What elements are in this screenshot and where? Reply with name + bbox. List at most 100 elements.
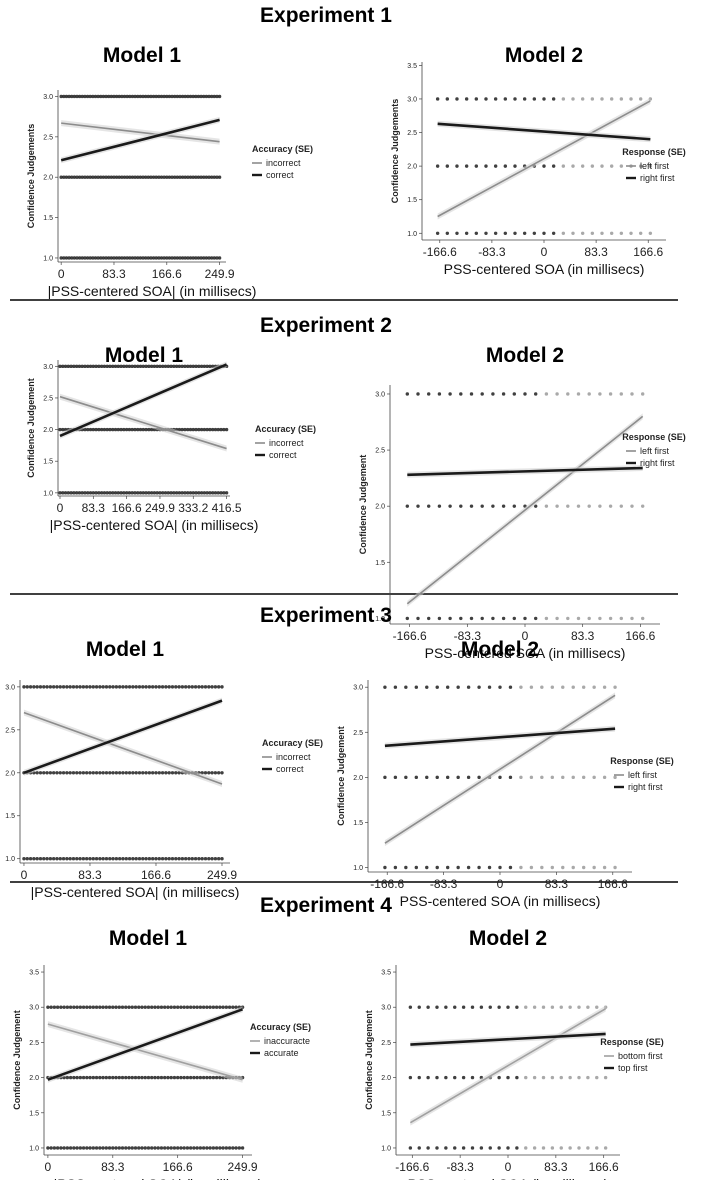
data-point [205,1005,209,1009]
data-point [207,94,211,99]
y-tick-label: 2.5 [43,134,53,141]
data-point [120,1075,125,1080]
data-point [28,685,33,689]
data-point [237,1146,242,1150]
data-point [149,175,153,179]
data-point [166,1005,170,1009]
data-point [136,364,140,369]
data-point [469,504,474,508]
data-point [199,175,203,179]
data-point [188,175,193,179]
data-point [136,256,140,260]
data-point [555,504,559,508]
data-point [540,865,544,870]
y-axis-label: Confidence Judgement [12,1010,22,1110]
y-tick-label: 2.5 [375,448,385,455]
data-point [503,97,508,101]
legend-item-label: inaccuracte [264,1036,310,1046]
y-tick-label: 2.5 [407,130,417,137]
data-point [137,1005,141,1009]
legend-item-label: left first [640,446,670,456]
legend-title: Accuracy (SE) [250,1022,311,1032]
data-point [91,364,96,369]
data-point [213,857,218,861]
data-point [88,857,92,861]
data-point [167,771,171,775]
data-point [160,685,165,689]
data-point [111,427,115,432]
data-point [101,685,105,689]
data-point [106,175,111,179]
chart-3-right: Model 2 1.0 1.5 2.0 2.5 3.0 3.5 -166.6 -83.3 0 83.… [364,927,664,1180]
data-point [58,491,62,495]
data-point [88,175,92,179]
data-point [435,1146,439,1150]
y-tick-label: 1.0 [29,1145,39,1152]
data-point [75,771,79,775]
data-point [88,491,93,495]
data-point [488,1146,492,1150]
data-point [444,1075,448,1080]
data-point [94,771,99,775]
data-point [140,1075,144,1080]
model-title: Model 1 [109,927,187,950]
data-point [42,857,46,861]
data-point [590,231,595,235]
x-axis-label: PSS-centered SOA (in millisecs) [400,893,601,909]
data-point [466,775,471,780]
data-point [163,1005,167,1009]
data-point [122,427,126,432]
data-point [63,491,68,495]
model-title: Model 2 [505,44,583,67]
data-point [68,857,72,861]
data-point [55,771,59,775]
data-point [69,364,73,369]
data-point [156,1075,160,1080]
data-point [408,1146,413,1150]
data-point [566,392,570,396]
data-point [456,775,460,780]
data-point [88,1146,92,1150]
data-point [571,231,575,235]
chart-1-left: Model 1 1.0 1.5 2.0 2.5 3.0 0 83.3 166.6 249.9 333… [26,344,316,533]
data-point [161,364,165,369]
data-point [508,775,513,780]
data-point [532,1075,537,1080]
data-point [159,175,164,179]
data-point [619,392,623,396]
data-point [202,491,207,495]
data-point [146,256,151,260]
data-point [141,857,145,861]
data-point [117,175,121,179]
data-point [211,1146,216,1150]
data-point [133,427,137,432]
data-point [104,771,109,775]
data-point [533,504,538,508]
data-point [101,857,105,861]
data-point [114,857,119,861]
data-point [178,175,182,179]
data-point [175,1005,180,1009]
data-point [91,1075,96,1080]
data-point [140,1146,144,1150]
data-point [581,685,586,689]
data-point [202,427,207,432]
data-point [91,427,96,432]
data-point [640,616,645,621]
data-point [94,427,98,432]
data-point [484,231,488,235]
data-point [114,256,119,260]
x-tick-label: 166.6 [141,868,171,882]
data-point [179,1075,183,1080]
data-point [68,771,72,775]
data-point [91,857,95,861]
data-point [405,504,410,508]
legend-item-label: correct [269,450,297,460]
data-point [88,771,92,775]
data-point [592,865,596,870]
data-point [629,97,633,101]
data-point [213,685,218,689]
data-point [515,1075,519,1080]
data-point [74,491,79,495]
data-point [117,94,121,99]
